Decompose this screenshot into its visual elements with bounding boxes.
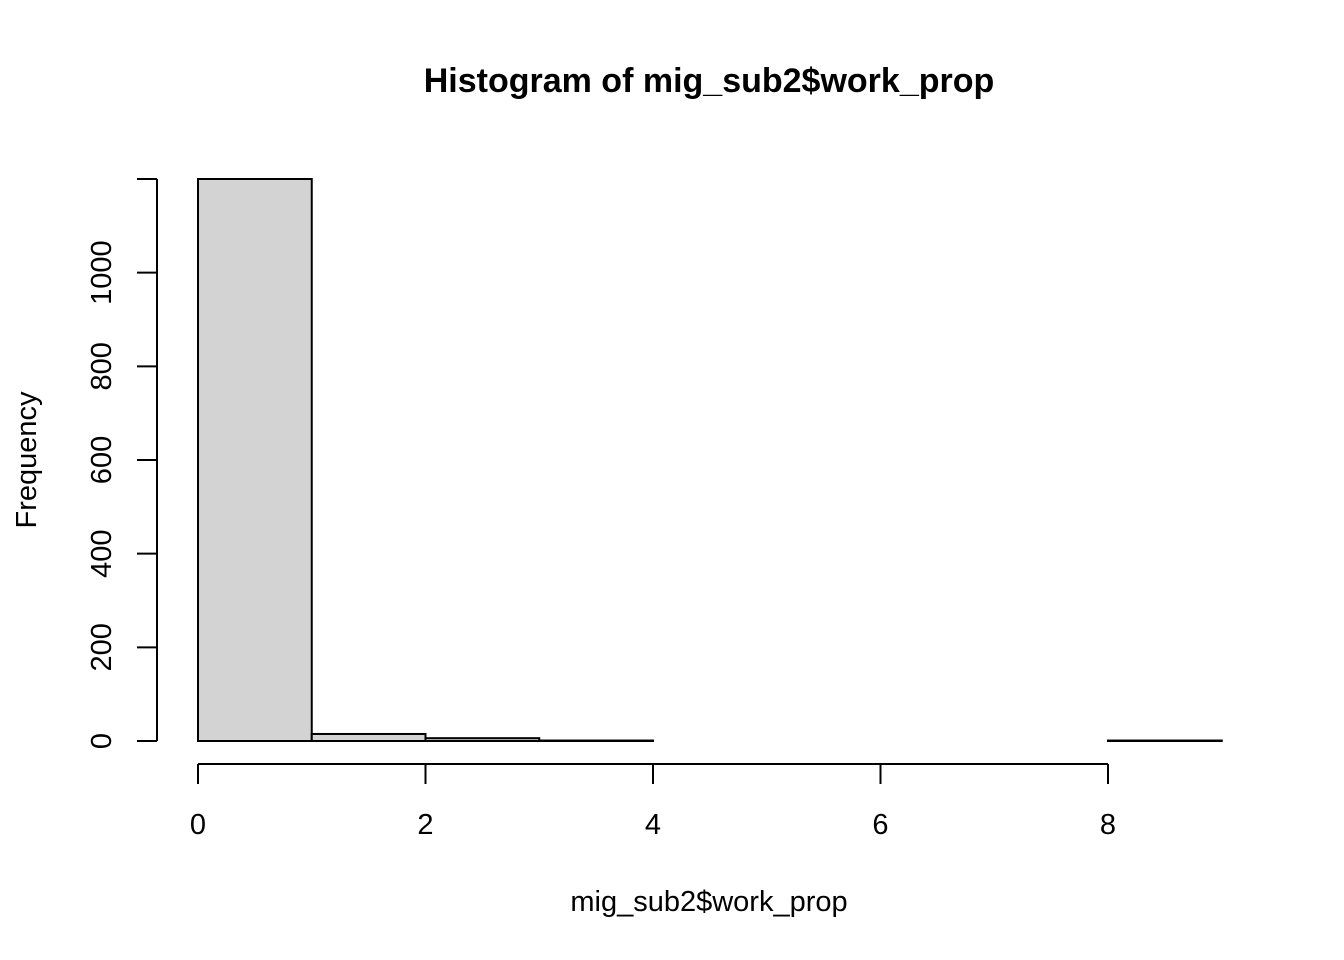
y-axis-label: Frequency (11, 391, 43, 529)
y-tick-label-1000: 1000 (86, 240, 118, 305)
x-tick-label-4: 4 (645, 809, 661, 841)
x-tick-label-2: 2 (417, 809, 433, 841)
y-tick-label-400: 400 (86, 529, 118, 577)
x-tick-label-8: 8 (1100, 809, 1116, 841)
y-tick-label-600: 600 (86, 436, 118, 484)
y-tick-label-800: 800 (86, 342, 118, 390)
histogram-bar-2 (424, 737, 541, 743)
x-axis: 0 2 4 6 8 (190, 763, 1116, 841)
histogram-bar-0 (197, 178, 313, 742)
chart-title: Histogram of mig_sub2$work_prop (424, 62, 995, 100)
bars-group (197, 178, 1223, 743)
x-axis-label: mig_sub2$work_prop (570, 886, 847, 918)
x-tick-label-0: 0 (190, 809, 206, 841)
y-axis: 0 200 400 600 800 1000 (86, 178, 158, 749)
y-tick-label-0: 0 (86, 733, 118, 749)
y-tick-label-200: 200 (86, 623, 118, 671)
histogram-bar-1 (310, 732, 427, 742)
x-tick-label-6: 6 (872, 809, 888, 841)
